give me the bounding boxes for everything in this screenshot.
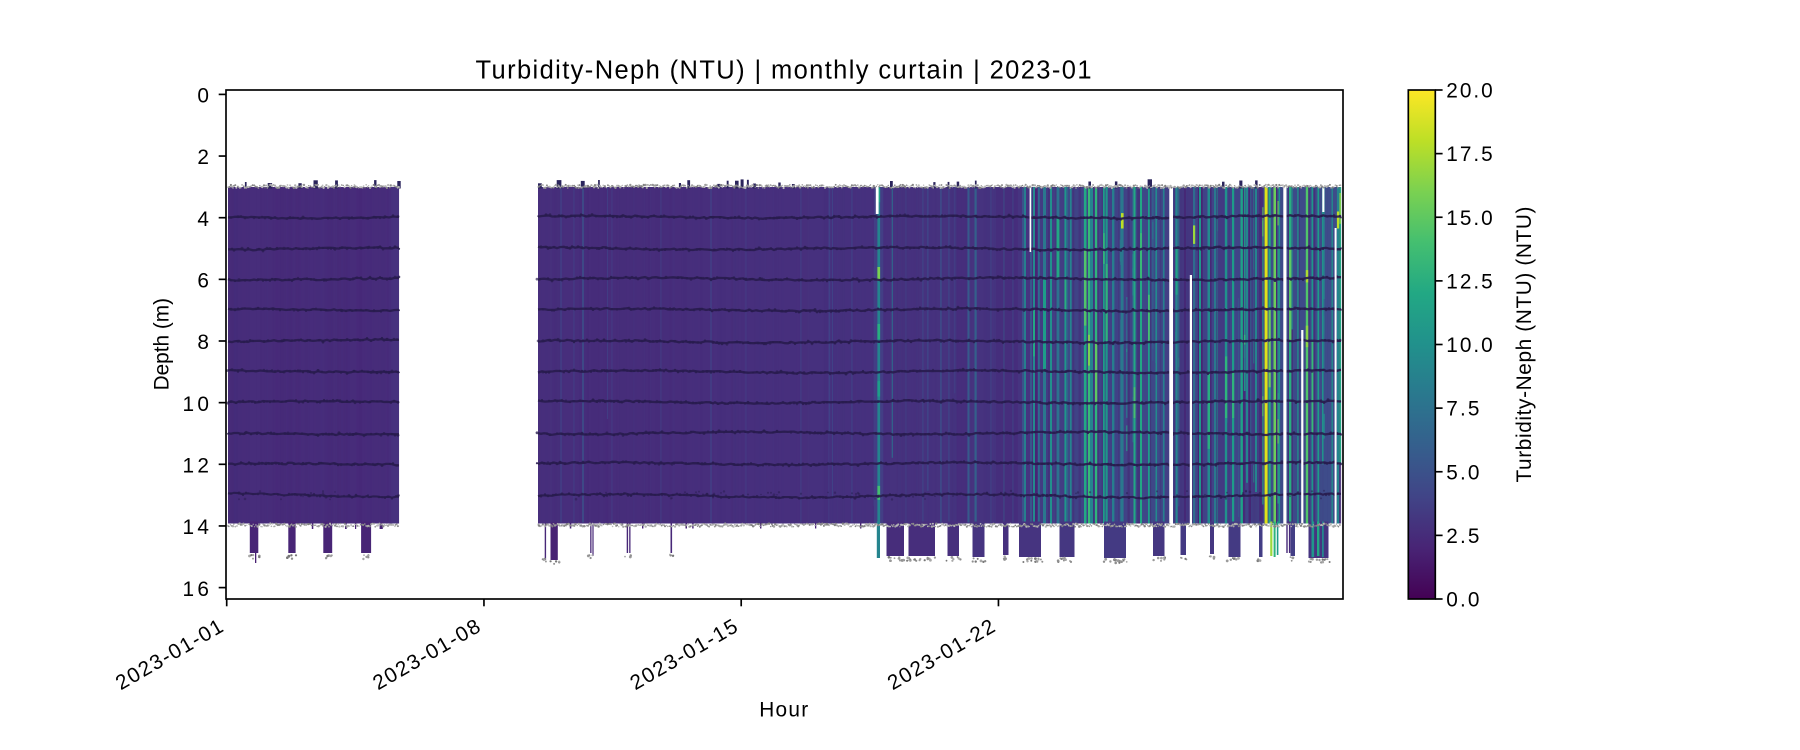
svg-text:7.5: 7.5 <box>1446 398 1479 421</box>
svg-text:5.0: 5.0 <box>1446 461 1479 484</box>
svg-text:8: 8 <box>197 331 209 354</box>
svg-text:Turbidity-Neph (NTU) (NTU): Turbidity-Neph (NTU) (NTU) <box>1513 207 1536 483</box>
svg-text:17.5: 17.5 <box>1446 143 1492 166</box>
svg-text:6: 6 <box>197 270 209 293</box>
svg-text:Turbidity-Neph (NTU) | monthly: Turbidity-Neph (NTU) | monthly curtain |… <box>476 57 1092 85</box>
svg-text:2.5: 2.5 <box>1446 525 1479 548</box>
svg-text:12.5: 12.5 <box>1446 271 1492 294</box>
svg-text:10.0: 10.0 <box>1446 334 1492 357</box>
svg-text:4: 4 <box>197 208 209 231</box>
svg-text:20.0: 20.0 <box>1446 80 1492 103</box>
svg-text:2: 2 <box>197 146 209 169</box>
svg-text:Hour: Hour <box>759 699 808 722</box>
svg-text:0.0: 0.0 <box>1446 589 1479 612</box>
svg-text:Depth (m): Depth (m) <box>151 298 174 390</box>
svg-text:15.0: 15.0 <box>1446 207 1492 230</box>
svg-text:0: 0 <box>197 85 209 108</box>
